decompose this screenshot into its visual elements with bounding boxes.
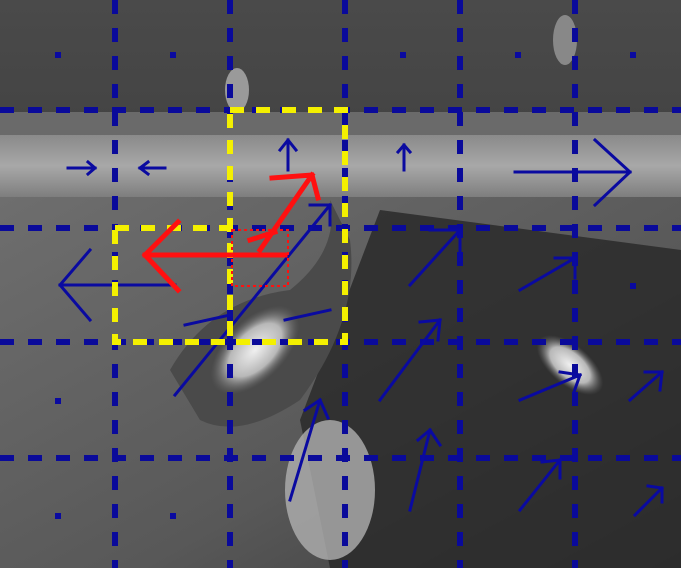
arrow xyxy=(377,317,443,403)
highlight-arrows xyxy=(141,171,322,294)
arrow xyxy=(395,142,413,172)
dot xyxy=(170,52,176,58)
arrow xyxy=(407,227,463,288)
dot xyxy=(630,52,636,58)
arrow xyxy=(283,308,332,322)
dot xyxy=(55,513,61,519)
flow-dots xyxy=(55,52,636,519)
dot xyxy=(170,513,176,519)
arrow xyxy=(288,397,330,502)
post xyxy=(553,15,577,65)
arrow xyxy=(277,137,299,172)
dot xyxy=(400,52,406,58)
dot xyxy=(630,283,636,289)
arrow xyxy=(513,137,633,208)
post xyxy=(225,68,249,112)
highlight-cell xyxy=(231,229,289,287)
arrow xyxy=(256,171,322,254)
dot xyxy=(515,52,521,58)
arrow xyxy=(172,202,333,398)
arrow xyxy=(517,255,578,293)
arrow xyxy=(137,159,167,177)
flow-arrows xyxy=(58,137,665,518)
arrow xyxy=(246,228,279,244)
arrow xyxy=(517,457,563,513)
dot xyxy=(55,398,61,404)
dot xyxy=(55,52,61,58)
arrow xyxy=(518,370,583,402)
highlight xyxy=(536,335,604,395)
arrow xyxy=(141,218,288,294)
arrow xyxy=(408,427,443,512)
arrow xyxy=(627,369,665,403)
dog-body xyxy=(300,210,681,568)
rail xyxy=(0,135,681,197)
chest xyxy=(285,420,375,560)
arrow xyxy=(66,159,98,177)
rail-top xyxy=(0,112,681,138)
arrow xyxy=(183,313,232,327)
arrow xyxy=(632,484,665,518)
